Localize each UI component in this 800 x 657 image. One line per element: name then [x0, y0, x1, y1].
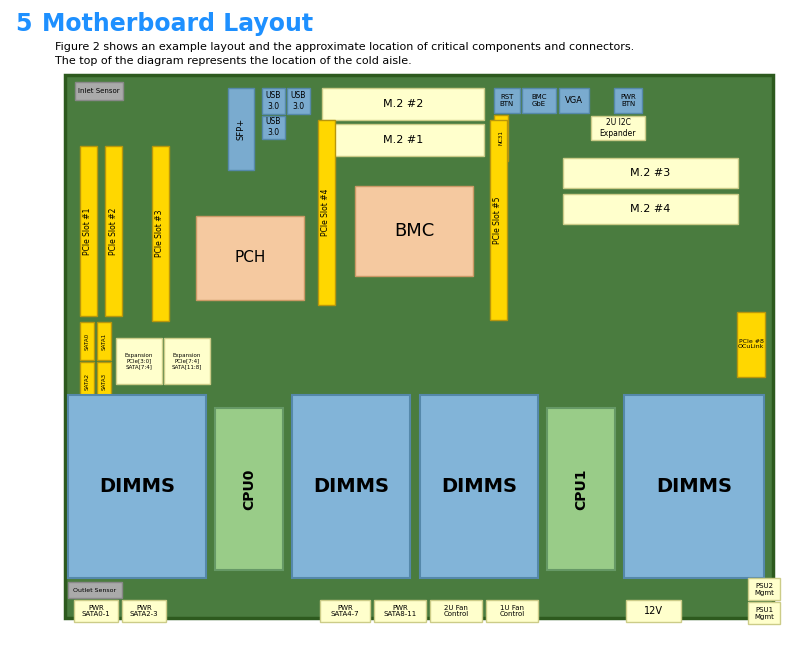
Text: Expansion
PCIe[7:4]
SATA[11:8]: Expansion PCIe[7:4] SATA[11:8] — [172, 353, 202, 369]
Bar — [74, 600, 118, 622]
Bar — [152, 146, 169, 321]
Bar — [116, 338, 162, 384]
Bar — [430, 600, 482, 622]
Bar — [68, 395, 206, 578]
Bar — [322, 124, 484, 156]
Text: PCH: PCH — [234, 250, 266, 265]
Bar — [624, 395, 764, 578]
Bar — [420, 395, 538, 578]
Bar — [322, 88, 484, 120]
Text: PCIe Slot #5: PCIe Slot #5 — [494, 196, 502, 244]
Text: USB
3.0: USB 3.0 — [266, 118, 281, 137]
Text: DIMMS: DIMMS — [313, 477, 389, 496]
Text: 12V: 12V — [644, 606, 663, 616]
Text: DIMMS: DIMMS — [656, 477, 732, 496]
Bar — [614, 88, 642, 113]
Text: PSU2
Mgmt: PSU2 Mgmt — [754, 583, 774, 595]
Bar — [547, 408, 615, 570]
Text: 5: 5 — [15, 12, 31, 36]
Bar — [215, 408, 283, 570]
Text: BMC: BMC — [394, 222, 434, 240]
Bar — [122, 600, 166, 622]
Text: 2U Fan
Control: 2U Fan Control — [443, 604, 469, 618]
Text: SFP+: SFP+ — [237, 118, 246, 140]
Text: PWR
SATA4-7: PWR SATA4-7 — [330, 604, 359, 618]
Text: CPU1: CPU1 — [574, 468, 588, 510]
Bar — [97, 362, 111, 400]
Text: Expansion
PCIe[3:0]
SATA[7:4]: Expansion PCIe[3:0] SATA[7:4] — [125, 353, 153, 369]
Bar — [318, 120, 335, 305]
Text: 1U Fan
Control: 1U Fan Control — [499, 604, 525, 618]
Text: BMC
GbE: BMC GbE — [531, 94, 546, 107]
Text: PCIe Slot #4: PCIe Slot #4 — [322, 189, 330, 236]
Text: PWR
BTN: PWR BTN — [620, 94, 636, 107]
Text: M.2 #3: M.2 #3 — [630, 168, 670, 178]
Bar — [65, 75, 773, 618]
Bar — [80, 322, 94, 360]
Bar — [164, 338, 210, 384]
Text: Motherboard Layout: Motherboard Layout — [42, 12, 313, 36]
Bar — [320, 600, 370, 622]
Text: PSU1
Mgmt: PSU1 Mgmt — [754, 606, 774, 620]
Text: CPU0: CPU0 — [242, 468, 256, 510]
Bar — [80, 146, 97, 316]
Bar — [748, 578, 780, 600]
Bar — [563, 194, 738, 224]
Text: M.2 #4: M.2 #4 — [630, 204, 670, 214]
Text: VGA: VGA — [565, 96, 583, 105]
Text: PCIe Slot #3: PCIe Slot #3 — [155, 209, 165, 257]
Text: PCIe #8
OCuLink: PCIe #8 OCuLink — [738, 338, 764, 350]
Text: 2U I2C
Expander: 2U I2C Expander — [600, 118, 636, 138]
Text: RST
BTN: RST BTN — [500, 94, 514, 107]
Bar — [494, 88, 520, 113]
Text: Outlet Sensor: Outlet Sensor — [74, 587, 117, 593]
Bar — [287, 88, 310, 114]
Bar — [522, 88, 556, 113]
Bar — [196, 216, 304, 300]
Text: M.2 #2: M.2 #2 — [383, 99, 423, 109]
Text: PCIe Slot #2: PCIe Slot #2 — [109, 208, 118, 255]
Text: PWR
SATA0-1: PWR SATA0-1 — [82, 604, 110, 618]
Bar — [262, 116, 285, 139]
Text: DIMMS: DIMMS — [99, 477, 175, 496]
Text: SATA2: SATA2 — [85, 373, 90, 390]
Bar — [737, 312, 765, 377]
Text: USB
3.0: USB 3.0 — [266, 91, 281, 110]
Bar — [486, 600, 538, 622]
Text: PWR
SATA2-3: PWR SATA2-3 — [130, 604, 158, 618]
Bar — [105, 146, 122, 316]
Bar — [626, 600, 681, 622]
Bar — [748, 602, 780, 624]
Text: SATA1: SATA1 — [102, 332, 106, 350]
Text: Figure 2 shows an example layout and the approximate location of critical compon: Figure 2 shows an example layout and the… — [55, 42, 634, 52]
Bar — [80, 362, 94, 400]
Text: PCIe Slot #1: PCIe Slot #1 — [83, 208, 93, 255]
Bar — [563, 158, 738, 188]
Bar — [97, 322, 111, 360]
Bar — [68, 582, 122, 598]
Bar — [355, 186, 473, 276]
Text: PWR
SATA8-11: PWR SATA8-11 — [383, 604, 417, 618]
Bar — [292, 395, 410, 578]
Text: M.2 #1: M.2 #1 — [383, 135, 423, 145]
Bar — [591, 116, 645, 140]
Text: USB
3.0: USB 3.0 — [290, 91, 306, 110]
Text: SATA3: SATA3 — [102, 373, 106, 390]
Bar — [374, 600, 426, 622]
Text: Inlet Sensor: Inlet Sensor — [78, 88, 120, 94]
Bar — [75, 82, 123, 100]
Text: DIMMS: DIMMS — [441, 477, 517, 496]
Bar — [490, 120, 507, 320]
Bar — [262, 88, 285, 114]
Bar — [494, 115, 508, 161]
Bar — [559, 88, 589, 113]
Text: SATA0: SATA0 — [85, 332, 90, 350]
Text: NC31: NC31 — [498, 131, 503, 145]
Text: The top of the diagram represents the location of the cold aisle.: The top of the diagram represents the lo… — [55, 56, 412, 66]
Bar — [228, 88, 254, 170]
